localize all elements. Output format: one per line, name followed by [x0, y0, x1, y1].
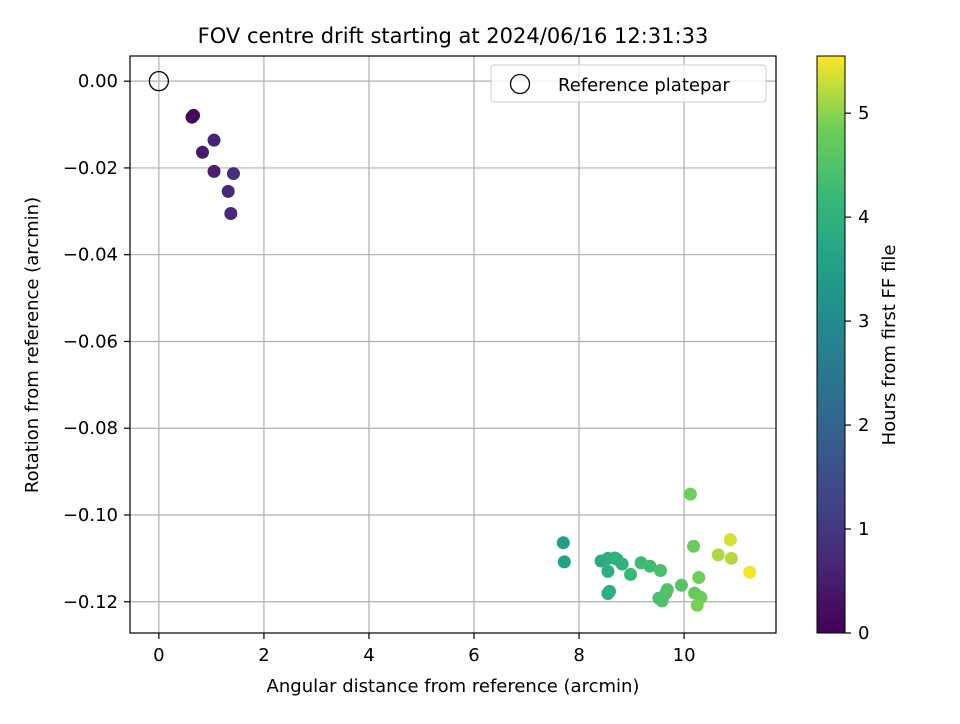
- reference-platepar-marker: [148, 71, 170, 92]
- data-point: [207, 133, 221, 147]
- data-point: [743, 565, 757, 579]
- data-point: [692, 570, 706, 584]
- data-point: [601, 564, 615, 578]
- data-point: [221, 184, 235, 198]
- x-tick-label: 0: [153, 645, 164, 666]
- data-point: [723, 533, 737, 547]
- colorbar-tick-label: 4: [858, 207, 869, 228]
- y-tick-label: −0.06: [63, 331, 118, 352]
- data-point: [615, 557, 629, 571]
- data-point: [690, 598, 704, 612]
- data-point: [724, 551, 738, 565]
- data-point: [226, 167, 240, 181]
- chart-title: FOV centre drift starting at 2024/06/16 …: [198, 24, 709, 48]
- colorbar-tick-label: 0: [858, 623, 869, 644]
- data-point: [207, 164, 221, 178]
- y-tick-label: −0.04: [63, 245, 118, 266]
- data-point: [603, 584, 617, 598]
- y-axis-label: Rotation from reference (arcmin): [22, 197, 43, 493]
- data-point: [624, 567, 638, 581]
- legend-box: [490, 64, 767, 103]
- y-ticks: 0.00 −0.02 −0.04 −0.06 −0.08 −0.10 −0.12: [63, 71, 130, 613]
- data-point: [556, 536, 570, 550]
- reference-marker-layer: [148, 71, 170, 92]
- colorbar-tick-label: 5: [858, 103, 869, 124]
- y-tick-label: −0.02: [63, 158, 118, 179]
- y-tick-label: 0.00: [78, 71, 118, 92]
- grid: [130, 56, 776, 633]
- y-tick-label: −0.10: [63, 505, 118, 526]
- data-point: [687, 539, 701, 553]
- data-point: [643, 559, 657, 573]
- colorbar-gradient: [816, 55, 846, 634]
- x-tick-label: 4: [363, 645, 374, 666]
- data-point: [557, 555, 571, 569]
- colorbar: 0 1 2 3 4 5 Hours from first FF file: [816, 55, 900, 644]
- data-point: [674, 578, 688, 592]
- colorbar-tick-label: 1: [858, 519, 869, 540]
- scatter-points: [185, 108, 757, 612]
- data-point: [660, 583, 674, 597]
- legend-entry-reference: Reference platepar: [558, 75, 730, 96]
- colorbar-tick-label: 2: [858, 415, 869, 436]
- x-tick-label: 6: [468, 645, 479, 666]
- colorbar-label: Hours from first FF file: [879, 245, 900, 446]
- x-tick-label: 10: [673, 645, 696, 666]
- data-point: [683, 487, 697, 501]
- legend-marker-icon: [509, 73, 531, 95]
- x-tick-label: 2: [258, 645, 269, 666]
- x-ticks: 0 2 4 6 8 10: [153, 633, 696, 666]
- plot-frame: [129, 55, 777, 634]
- legend: Reference platepar: [490, 64, 767, 103]
- data-point: [195, 145, 209, 159]
- colorbar-tick-label: 3: [858, 311, 869, 332]
- data-point: [653, 564, 667, 578]
- x-tick-label: 8: [573, 645, 584, 666]
- data-point: [711, 548, 725, 562]
- x-axis-label: Angular distance from reference (arcmin): [267, 676, 640, 697]
- colorbar-ticks: 0 1 2 3 4 5: [845, 103, 869, 644]
- data-point: [224, 206, 238, 220]
- y-tick-label: −0.08: [63, 418, 118, 439]
- y-tick-label: −0.12: [63, 592, 118, 613]
- data-point: [187, 108, 201, 122]
